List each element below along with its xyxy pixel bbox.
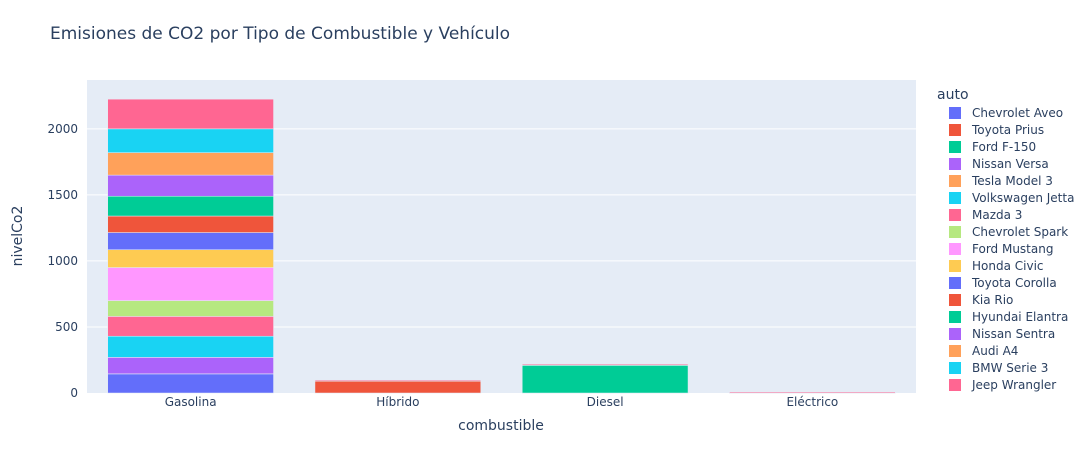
bar-segment[interactable]	[314, 380, 482, 394]
bar-segment[interactable]	[107, 195, 274, 217]
bar-segment[interactable]	[521, 365, 689, 394]
legend-item[interactable]: BMW Serie 3	[949, 361, 1048, 375]
bar-segment[interactable]	[107, 98, 274, 130]
legend-label: Ford Mustang	[972, 242, 1053, 256]
legend-swatch	[949, 379, 961, 391]
legend-title: auto	[937, 87, 969, 103]
legend-swatch	[949, 345, 961, 357]
legend-swatch	[949, 311, 961, 323]
bar-segment[interactable]	[107, 174, 274, 197]
legend-swatch	[949, 294, 961, 306]
x-axis-ticks: Gasolina Híbrido Diesel Eléctrico	[165, 395, 839, 409]
legend-item[interactable]: Jeep Wrangler	[949, 378, 1056, 392]
y-axis-ticks: 0 500 1000 1500 2000	[47, 122, 78, 400]
legend-swatch	[949, 243, 961, 255]
legend-swatch	[949, 209, 961, 221]
bar-segment[interactable]	[729, 391, 896, 394]
legend-item[interactable]: Toyota Corolla	[949, 276, 1057, 290]
bar-segment[interactable]	[107, 215, 274, 233]
bar-segment[interactable]	[107, 267, 274, 301]
legend-item[interactable]: Nissan Sentra	[949, 327, 1055, 341]
bar-segment[interactable]	[107, 152, 274, 176]
bars	[107, 98, 896, 394]
bar-segment[interactable]	[521, 364, 689, 366]
bar-segment[interactable]	[107, 373, 274, 394]
legend-item[interactable]: Volkswagen Jetta	[949, 191, 1074, 205]
legend-label: Kia Rio	[972, 293, 1013, 307]
bar-segment[interactable]	[107, 335, 274, 358]
legend-label: BMW Serie 3	[972, 361, 1048, 375]
legend-swatch	[949, 124, 961, 136]
y-tick-label: 2000	[47, 122, 78, 136]
y-tick-label: 1000	[47, 254, 78, 268]
legend-label: Toyota Prius	[971, 123, 1044, 137]
legend-item[interactable]: Honda Civic	[949, 259, 1044, 273]
legend-swatch	[949, 158, 961, 170]
y-tick-label: 0	[70, 386, 78, 400]
legend-swatch	[949, 277, 961, 289]
x-tick-label: Gasolina	[165, 395, 217, 409]
legend-label: Nissan Sentra	[972, 327, 1055, 341]
bar-segment[interactable]	[314, 379, 482, 382]
legend-item[interactable]: Ford F-150	[949, 140, 1036, 154]
legend-item[interactable]: Tesla Model 3	[949, 174, 1053, 188]
x-tick-label: Híbrido	[376, 395, 419, 409]
x-tick-label: Diesel	[587, 395, 624, 409]
bar-segment[interactable]	[107, 128, 274, 153]
legend-item[interactable]: Hyundai Elantra	[949, 310, 1068, 324]
legend-swatch	[949, 141, 961, 153]
chart-title: Emisiones de CO2 por Tipo de Combustible…	[50, 24, 510, 44]
bar-segment[interactable]	[107, 249, 274, 268]
legend-label: Chevrolet Aveo	[972, 106, 1063, 120]
legend-label: Chevrolet Spark	[972, 225, 1068, 239]
legend-item[interactable]: Kia Rio	[949, 293, 1013, 307]
legend-swatch	[949, 107, 961, 119]
y-tick-label: 500	[55, 320, 78, 334]
legend-swatch	[949, 260, 961, 272]
legend-label: Volkswagen Jetta	[972, 191, 1074, 205]
legend-label: Ford F-150	[972, 140, 1036, 154]
x-axis-label: combustible	[458, 418, 544, 434]
x-tick-label: Eléctrico	[786, 395, 838, 409]
legend-swatch	[949, 192, 961, 204]
legend-item[interactable]: Audi A4	[949, 344, 1018, 358]
legend-swatch	[949, 328, 961, 340]
legend-label: Honda Civic	[972, 259, 1044, 273]
y-tick-label: 1500	[47, 188, 78, 202]
legend-item[interactable]: Mazda 3	[949, 208, 1022, 222]
legend[interactable]: auto Chevrolet Aveo Toyota Prius Ford F-15…	[937, 87, 1074, 392]
legend-label: Jeep Wrangler	[971, 378, 1056, 392]
y-axis-label: nivelCo2	[10, 206, 26, 267]
legend-swatch	[949, 226, 961, 238]
bar-segment[interactable]	[107, 300, 274, 317]
bar-segment[interactable]	[107, 357, 274, 375]
legend-label: Tesla Model 3	[971, 174, 1053, 188]
bar-segment[interactable]	[107, 316, 274, 337]
legend-item[interactable]: Chevrolet Spark	[949, 225, 1068, 239]
legend-swatch	[949, 362, 961, 374]
legend-swatch	[949, 175, 961, 187]
legend-item[interactable]: Nissan Versa	[949, 157, 1049, 171]
bar-segment[interactable]	[107, 232, 274, 250]
legend-label: Toyota Corolla	[971, 276, 1057, 290]
legend-item[interactable]: Chevrolet Aveo	[949, 106, 1063, 120]
legend-label: Hyundai Elantra	[972, 310, 1068, 324]
legend-item[interactable]: Toyota Prius	[949, 123, 1044, 137]
legend-label: Nissan Versa	[972, 157, 1049, 171]
legend-item[interactable]: Ford Mustang	[949, 242, 1053, 256]
legend-label: Audi A4	[972, 344, 1018, 358]
legend-label: Mazda 3	[972, 208, 1022, 222]
